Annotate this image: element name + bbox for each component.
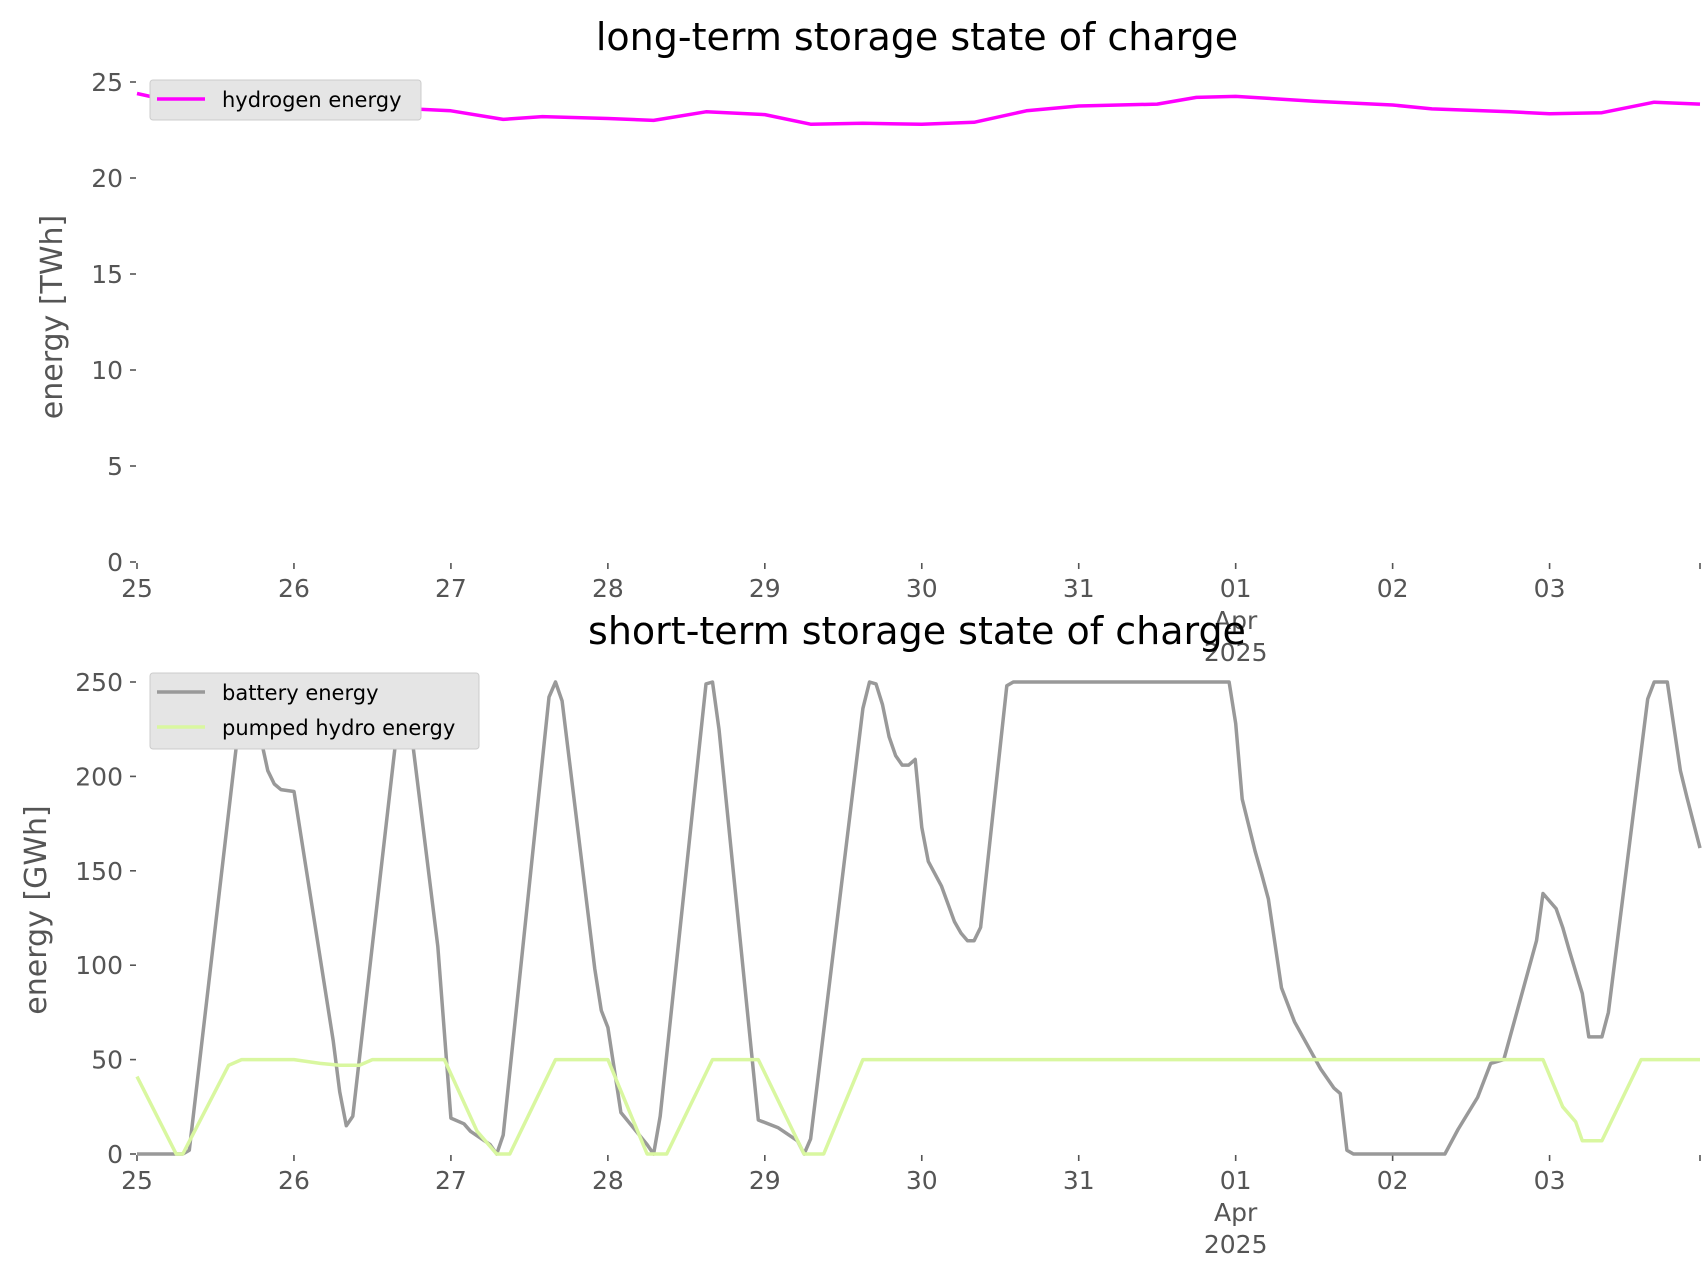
y-tick-label: 0 [107,548,123,577]
series-line-pumped-hydro-energy [135,1057,1700,1156]
y-tick-label: 10 [91,356,123,385]
legend-label-hydrogen: hydrogen energy [222,88,402,112]
y-tick-label: 20 [91,164,123,193]
short-term-chart: short-term storage state of charge energ… [19,609,1702,1259]
x-tick-label: 03 [1534,574,1566,603]
y-tick-label: 5 [107,452,123,481]
y-tick-label: 0 [107,1140,123,1169]
x-tick-label: 01 [1220,574,1252,603]
long-term-x-axis: 25 26 27 28 29 30 31 01 Apr 2025 02 03 [121,563,1701,667]
legend-label-pumped-hydro: pumped hydro energy [222,716,455,740]
x-tick-label: 31 [1063,1166,1095,1195]
y-tick-label: 25 [91,68,123,97]
legend-label-battery: battery energy [222,681,379,705]
series-line-hydrogen-energy [136,91,1701,126]
x-tick-label: 28 [592,1166,624,1195]
y-tick-label: 250 [75,668,123,697]
x-tick-label: 29 [749,574,781,603]
x-tick-label: 29 [749,1166,781,1195]
y-tick-label: 50 [91,1046,123,1075]
long-term-ylabel: energy [TWh] [35,215,70,419]
x-tick-label: 26 [278,574,310,603]
short-term-ylabel: energy [GWh] [19,805,54,1014]
x-tick-sublabel: 2025 [1204,1230,1268,1259]
long-term-plot-area [136,91,1701,126]
x-tick-sublabel: Apr [1214,606,1258,635]
x-tick-label: 01 [1220,1166,1252,1195]
y-tick-label: 100 [75,951,123,980]
y-tick-label: 15 [91,260,123,289]
x-tick-label: 27 [435,574,467,603]
x-tick-label: 25 [121,574,153,603]
short-term-legend: battery energy pumped hydro energy [149,672,480,750]
legend-frame [149,672,480,750]
y-tick-label: 200 [75,762,123,791]
x-tick-label: 28 [592,574,624,603]
long-term-chart: long-term storage state of charge energy… [35,15,1701,667]
short-term-y-axis: 0 50 100 150 200 250 [75,668,136,1169]
short-term-chart-title: short-term storage state of charge [588,609,1246,653]
short-term-plot-area [135,680,1702,1156]
x-tick-label: 03 [1534,1166,1566,1195]
legend-frame [149,79,422,121]
x-tick-label: 30 [906,574,938,603]
x-tick-label: 31 [1063,574,1095,603]
short-term-x-axis: 25 26 27 28 29 30 31 01 Apr 2025 02 03 [121,1155,1701,1259]
x-tick-label: 02 [1377,574,1409,603]
x-tick-label: 26 [278,1166,310,1195]
long-term-chart-title: long-term storage state of charge [596,15,1238,59]
x-tick-label: 27 [435,1166,467,1195]
series-line-battery-energy [137,680,1702,1156]
y-tick-label: 150 [75,857,123,886]
long-term-legend: hydrogen energy [149,79,422,121]
x-tick-sublabel: Apr [1214,1198,1258,1227]
x-tick-sublabel: 2025 [1204,638,1268,667]
x-tick-label: 02 [1377,1166,1409,1195]
long-term-y-axis: 0 5 10 15 20 25 [91,68,136,577]
x-tick-label: 30 [906,1166,938,1195]
x-tick-label: 25 [121,1166,153,1195]
